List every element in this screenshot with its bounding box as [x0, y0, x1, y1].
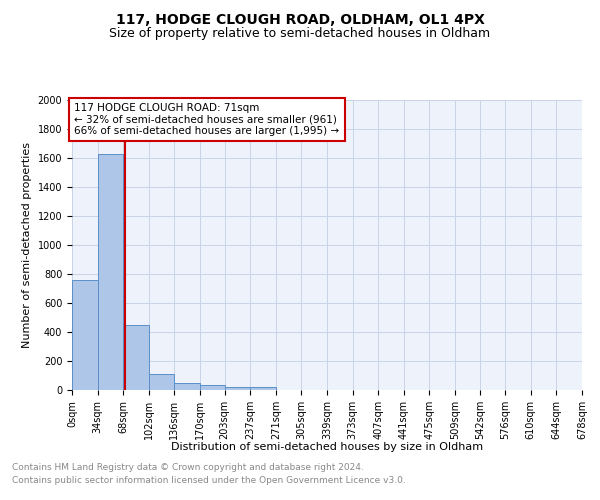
- Bar: [98, 154, 123, 390]
- Y-axis label: Number of semi-detached properties: Number of semi-detached properties: [22, 142, 32, 348]
- Bar: [123, 326, 149, 390]
- Bar: [224, 386, 250, 390]
- Text: 117 HODGE CLOUGH ROAD: 71sqm
← 32% of semi-detached houses are smaller (961)
66%: 117 HODGE CLOUGH ROAD: 71sqm ← 32% of se…: [74, 103, 340, 136]
- Text: Distribution of semi-detached houses by size in Oldham: Distribution of semi-detached houses by …: [171, 442, 483, 452]
- Text: 117, HODGE CLOUGH ROAD, OLDHAM, OL1 4PX: 117, HODGE CLOUGH ROAD, OLDHAM, OL1 4PX: [116, 12, 484, 26]
- Bar: [250, 388, 276, 390]
- Text: Contains public sector information licensed under the Open Government Licence v3: Contains public sector information licen…: [12, 476, 406, 485]
- Bar: [72, 280, 98, 390]
- Bar: [200, 385, 224, 390]
- Bar: [149, 374, 175, 390]
- Text: Contains HM Land Registry data © Crown copyright and database right 2024.: Contains HM Land Registry data © Crown c…: [12, 464, 364, 472]
- Bar: [175, 383, 200, 390]
- Text: Size of property relative to semi-detached houses in Oldham: Size of property relative to semi-detach…: [109, 28, 491, 40]
